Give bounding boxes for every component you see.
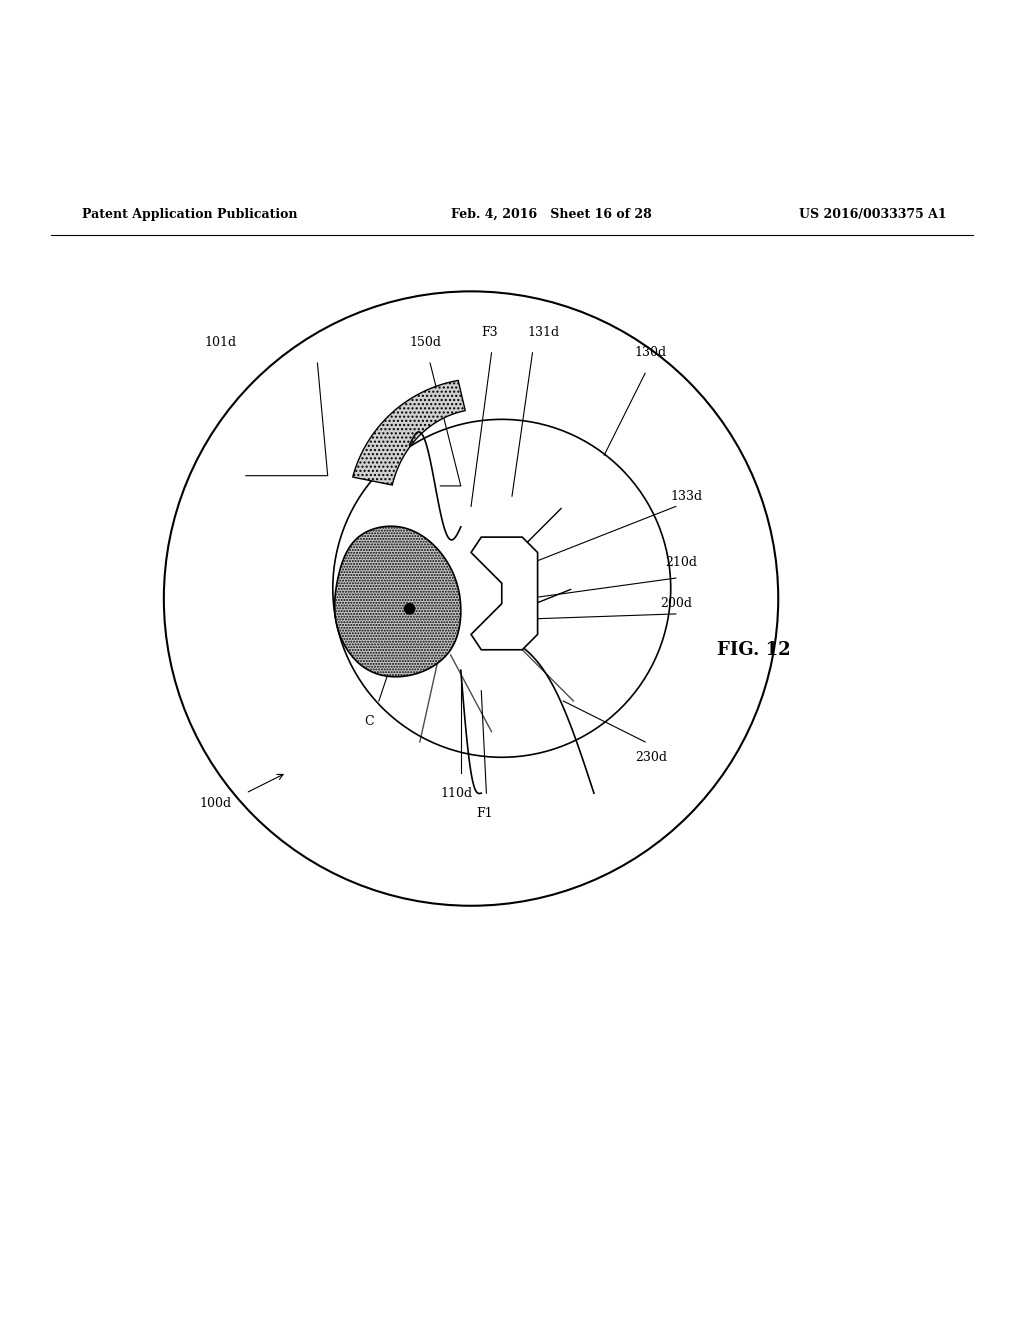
Text: FIG. 12: FIG. 12 [717, 640, 791, 659]
Text: Feb. 4, 2016   Sheet 16 of 28: Feb. 4, 2016 Sheet 16 of 28 [451, 209, 651, 220]
Text: 230d: 230d [635, 751, 667, 764]
Text: 101d: 101d [205, 337, 237, 348]
Text: 133d: 133d [671, 490, 702, 503]
Text: 110d: 110d [440, 787, 472, 800]
Text: 210d: 210d [666, 556, 697, 569]
Text: 130d: 130d [635, 346, 667, 359]
Text: 150d: 150d [410, 337, 441, 348]
Text: Patent Application Publication: Patent Application Publication [82, 209, 297, 220]
Circle shape [404, 603, 415, 614]
Polygon shape [471, 537, 538, 649]
Text: 100d: 100d [199, 797, 231, 810]
Text: C: C [364, 715, 374, 727]
Text: F3: F3 [481, 326, 498, 339]
Polygon shape [335, 527, 461, 677]
Text: F1: F1 [476, 807, 493, 820]
Text: 200d: 200d [660, 597, 692, 610]
Text: 131d: 131d [527, 326, 559, 339]
Text: US 2016/0033375 A1: US 2016/0033375 A1 [799, 209, 946, 220]
Polygon shape [352, 380, 465, 484]
